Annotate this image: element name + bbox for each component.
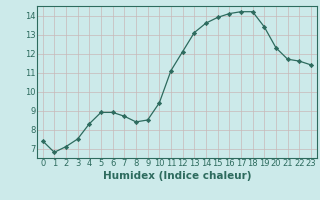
X-axis label: Humidex (Indice chaleur): Humidex (Indice chaleur) bbox=[102, 171, 251, 181]
